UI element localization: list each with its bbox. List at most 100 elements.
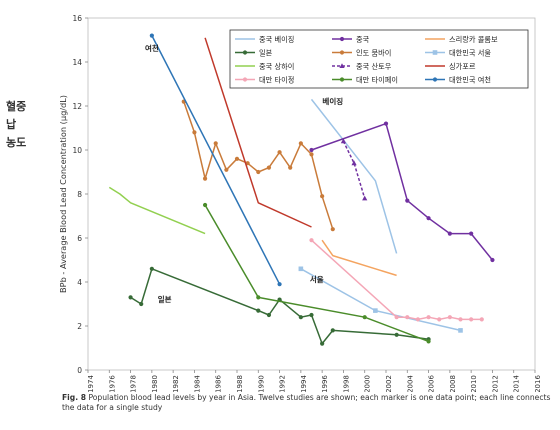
blood-lead-chart: 0 2 4 6 8 10 12 14 16 1974 1976 1978 1980 1982 1984 198… [58, 14, 542, 392]
data-point [242, 77, 248, 82]
x-tick-label: 1984 [193, 375, 201, 392]
series-line [310, 98, 398, 254]
series-line [204, 204, 429, 343]
caption-figure-number: Fig. 8 [62, 393, 87, 402]
data-point [320, 341, 325, 346]
figure-caption: Fig. 8 Population blood lead levels by y… [62, 393, 554, 413]
data-point [242, 50, 248, 55]
series-line [311, 122, 493, 261]
legend-label: 대한민국 여천 [449, 76, 491, 85]
legend-label: 대만 타이페이 [356, 76, 398, 85]
legend-label: 스리랑카 콜롬보 [449, 35, 498, 44]
series-line [300, 268, 461, 332]
data-point [362, 315, 367, 320]
x-tick-label: 1980 [151, 375, 159, 392]
x-tick-label: 2002 [385, 375, 393, 392]
series-12 [149, 33, 282, 287]
legend-entry: 중국 베이징 [235, 35, 294, 44]
x-tick-label: 1992 [279, 375, 287, 392]
data-point [383, 121, 389, 126]
data-point [394, 332, 399, 337]
x-tick-label: 1982 [172, 375, 180, 392]
y-tick-label: 8 [77, 190, 82, 199]
y-tick-label: 6 [77, 234, 82, 243]
legend-entry: 일본 [235, 49, 273, 58]
x-tick-label: 1998 [342, 375, 350, 392]
data-point [330, 328, 335, 333]
series-1 [310, 98, 398, 254]
legend-label: 대한민국 서울 [449, 49, 491, 58]
data-point [340, 138, 347, 144]
y-tick-label: 16 [72, 14, 82, 23]
legend-entry: 인도 뭄바이 [332, 49, 391, 58]
x-tick-label: 1976 [108, 375, 116, 392]
data-point [277, 150, 282, 155]
data-point [256, 295, 261, 300]
data-point [213, 141, 218, 146]
legend-box [229, 29, 529, 89]
data-point [469, 317, 474, 322]
data-point [288, 165, 293, 170]
data-point [309, 152, 314, 157]
y-axis-label: BPb - Average Blood Lead Concentration (… [58, 95, 68, 293]
y-tick-label: 10 [72, 146, 82, 155]
data-point [256, 169, 261, 175]
data-point [351, 160, 357, 166]
x-tick-label: 2000 [364, 375, 372, 392]
data-point [469, 231, 474, 236]
axes: 0 2 4 6 8 10 12 14 16 1974 1976 1978 1980 1982 1984 198… [58, 14, 542, 392]
series-4 [128, 266, 431, 346]
side-label-line-1: 혈중 [6, 100, 27, 113]
y-tick-label: 14 [72, 58, 82, 67]
data-point [298, 141, 303, 146]
series-line [108, 186, 206, 235]
x-tick-label: 1988 [236, 375, 244, 392]
series-line [310, 239, 482, 321]
data-point [426, 339, 431, 344]
data-point [128, 295, 133, 300]
data-point [405, 315, 410, 320]
data-point [256, 308, 261, 313]
y-tick-label: 2 [77, 322, 82, 331]
legend-entry: 대만 타이페이 [332, 76, 398, 85]
data-point [432, 50, 438, 55]
data-point [298, 315, 303, 320]
legend-entry: 중국 [332, 35, 370, 44]
data-point [447, 315, 452, 320]
series-line [342, 140, 366, 199]
annotation-label: 일본 [158, 294, 172, 304]
side-label-line-2: 납 [6, 118, 17, 131]
data-point [309, 312, 314, 318]
data-point [192, 130, 197, 135]
x-tick-label: 2016 [534, 375, 542, 392]
x-tick-label: 1974 [87, 375, 95, 392]
data-point [339, 63, 345, 68]
series-line [130, 268, 429, 345]
annotation-label: 베이징 [322, 96, 343, 106]
data-point [234, 156, 240, 161]
data-point [139, 301, 144, 307]
series-11 [202, 202, 431, 344]
data-point [224, 167, 229, 172]
x-tick-label: 2008 [449, 375, 457, 392]
series-6 [298, 266, 463, 333]
data-point [447, 231, 452, 236]
x-tick-label: 1994 [300, 375, 308, 392]
x-tick-label: 1986 [215, 375, 223, 392]
series-line [204, 37, 312, 228]
x-tick-label: 2012 [491, 375, 499, 392]
legend-entry: 대한민국 여천 [425, 76, 491, 85]
legend-label: 중국 [356, 35, 370, 44]
x-tick-label: 2010 [470, 375, 478, 392]
data-point [320, 194, 325, 199]
data-point [426, 216, 431, 221]
side-label-line-3: 농도 [6, 136, 27, 149]
series-3 [321, 239, 397, 277]
data-point [437, 317, 442, 322]
data-point [432, 77, 438, 82]
series-line [321, 239, 397, 277]
series-8 [340, 138, 368, 201]
data-point [373, 308, 378, 313]
